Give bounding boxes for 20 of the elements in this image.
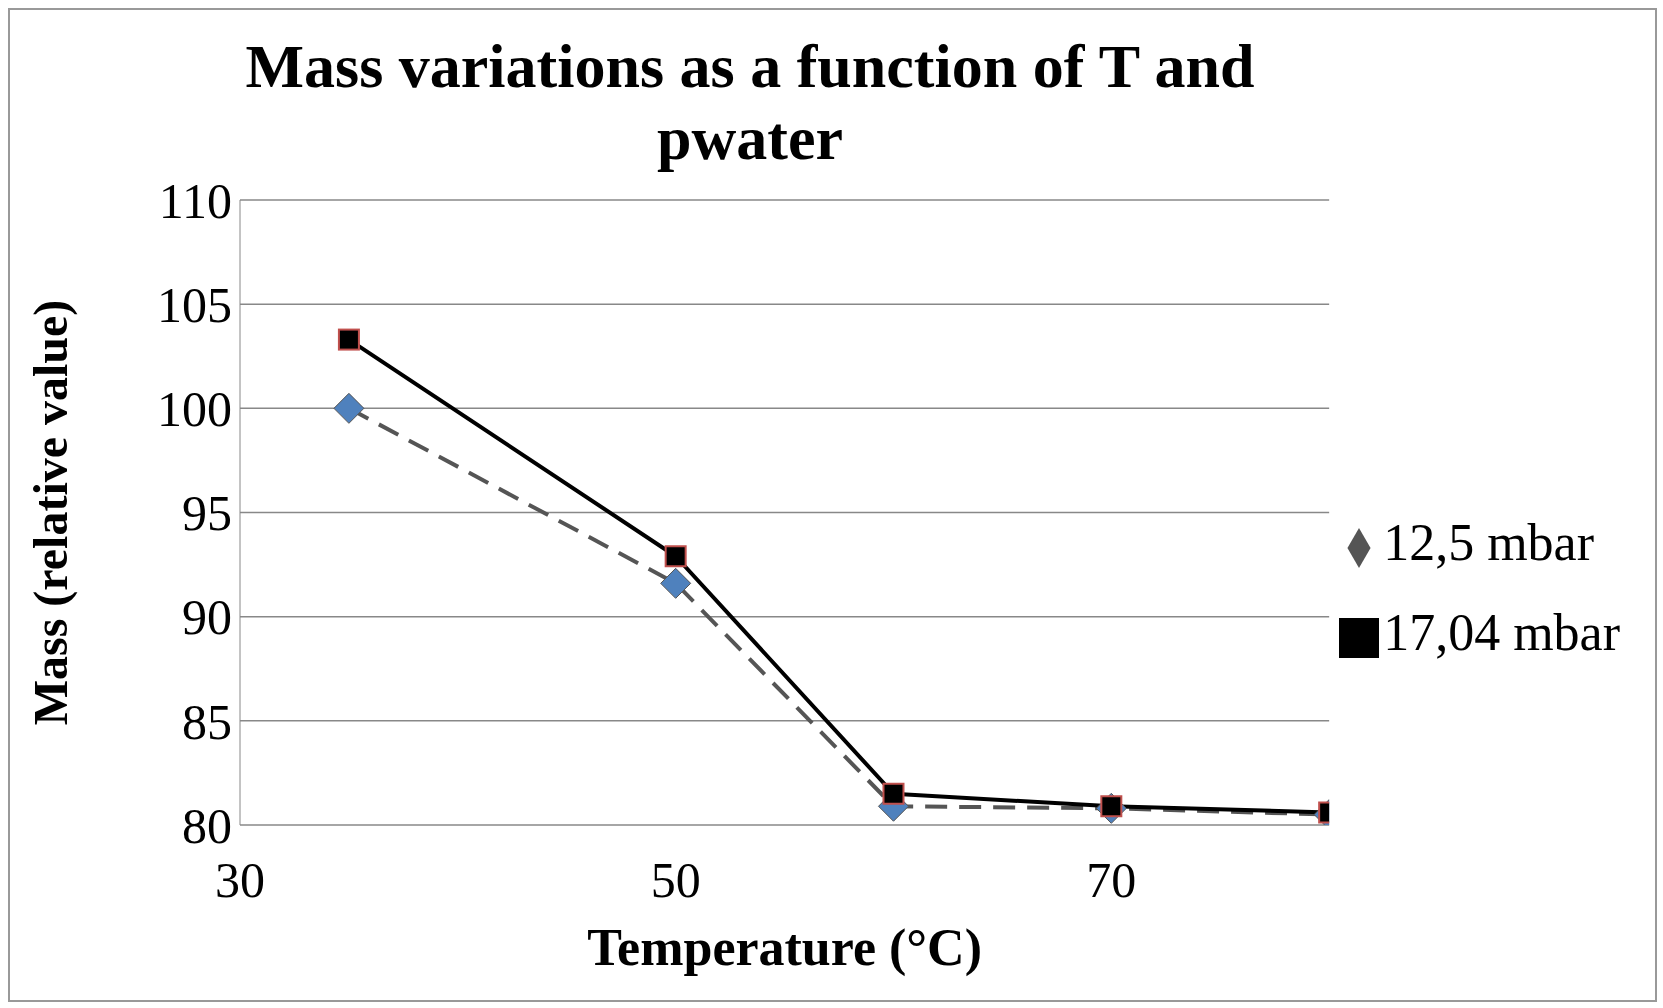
y-tick-label: 100 — [157, 381, 232, 438]
x-tick-label: 50 — [650, 851, 701, 908]
x-tick-label: 30 — [215, 851, 265, 908]
point — [333, 392, 365, 424]
y-tick-label: 110 — [158, 172, 232, 229]
point — [337, 328, 360, 351]
legend-label: 17,04 mbar — [1383, 603, 1620, 661]
point — [660, 567, 692, 599]
chart-title: Mass variations as a function of T and pwater — [244, 31, 1256, 174]
x-tick-label: 70 — [1086, 851, 1137, 908]
point — [882, 782, 905, 805]
y-tick-label: 85 — [182, 693, 232, 750]
x-axis-title: Temperature (°C) — [587, 919, 982, 977]
y-axis-title: Mass (relative value) — [24, 299, 79, 726]
y-tick-label: 90 — [182, 589, 232, 646]
legend-label: 12,5 mbar — [1383, 513, 1594, 571]
y-tick-label: 80 — [182, 797, 232, 854]
y-tick-label: 95 — [182, 485, 232, 542]
y-tick-label: 105 — [157, 276, 232, 333]
point — [664, 545, 687, 568]
